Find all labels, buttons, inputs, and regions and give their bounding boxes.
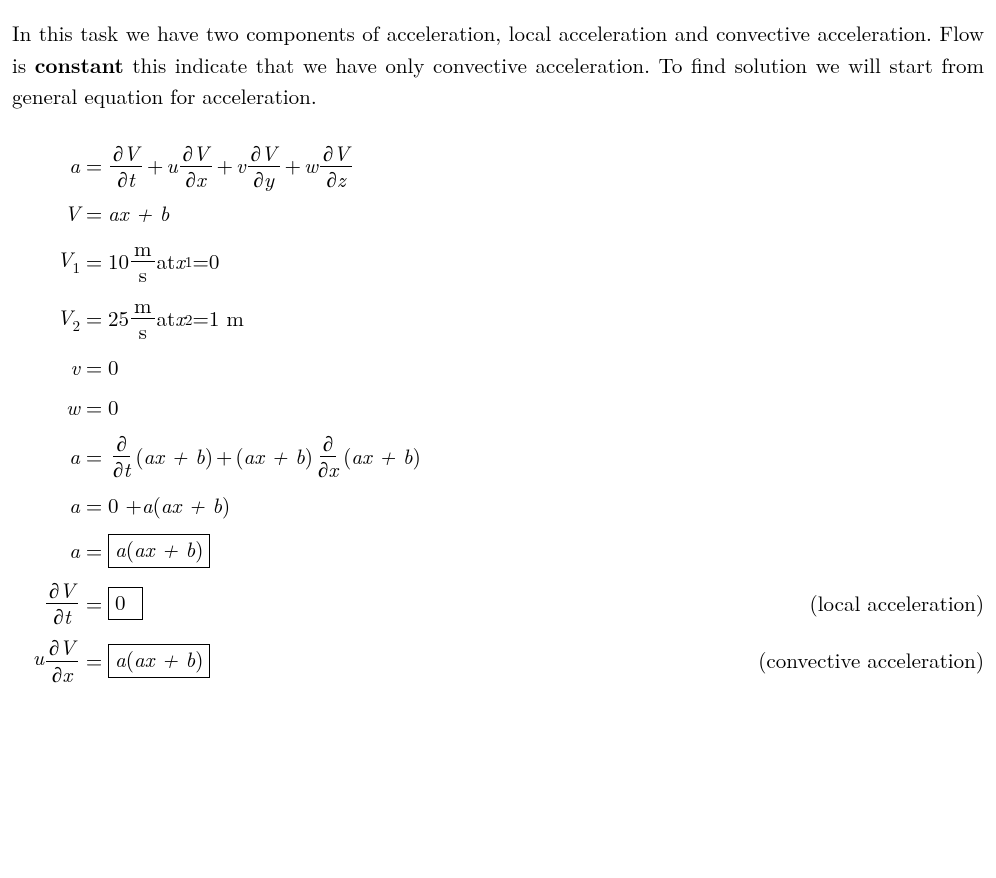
eq-row-4: V2 = 25 m s at x2=1 m <box>20 293 984 344</box>
eq3-equals: = <box>80 246 108 278</box>
equation-block: a = ∂V ∂t + u ∂V ∂x + v ∂V ∂y + w ∂V ∂z <box>20 141 984 687</box>
eq-row-1: a = ∂V ∂t + u ∂V ∂x + v ∂V ∂y + w ∂V ∂z <box>20 141 984 192</box>
eq7-rhs: ∂ ∂t (ax + b) + (ax + b) ∂ ∂x (ax + b) <box>108 431 984 482</box>
frac-ms-2: m s <box>131 293 155 344</box>
eq4-rhs: 25 m s at x2=1 m <box>108 293 984 344</box>
eq-row-5: v = 0 <box>20 351 984 385</box>
para-bold: constant <box>35 50 124 80</box>
eq3-rhs: 10 m s at x1=0 <box>108 236 984 287</box>
eq5-rhs: 0 <box>108 352 984 384</box>
eq8-equals: = <box>80 490 108 522</box>
eq4-equals: = <box>80 303 108 335</box>
eq4-lhs: V2 <box>20 302 80 337</box>
eq2-lhs: V <box>20 198 80 230</box>
eq11-lhs: u ∂V ∂x <box>20 635 80 686</box>
eq6-lhs: w <box>20 392 80 424</box>
eq11-tag: (convective acceleration) <box>758 645 984 677</box>
boxed-result-local: 0 <box>108 587 143 620</box>
eq7-equals: = <box>80 441 108 473</box>
eq10-rhs: 0 <box>108 587 810 620</box>
eq11-rhs: a(ax + b) <box>108 644 758 677</box>
eq1-rhs: ∂V ∂t + u ∂V ∂x + v ∂V ∂y + w ∂V ∂z <box>108 141 984 192</box>
frac-dVdx: ∂V ∂x <box>180 141 212 192</box>
eq11-equals: = <box>80 645 108 677</box>
eq10-lhs: ∂V ∂t <box>20 578 80 629</box>
eq7-lhs: a <box>20 441 80 473</box>
intro-paragraph: In this task we have two components of a… <box>12 18 984 113</box>
eq5-equals: = <box>80 352 108 384</box>
eq10-tag: (local acceleration) <box>810 588 984 620</box>
eq-row-6: w = 0 <box>20 391 984 425</box>
eq1-equals: = <box>80 150 108 182</box>
eq10-equals: = <box>80 588 108 620</box>
eq-row-11: u ∂V ∂x = a(ax + b) (convective accelera… <box>20 635 984 686</box>
eq1-lhs: a <box>20 150 80 182</box>
eq6-equals: = <box>80 392 108 424</box>
para-text-2: this indicate that we have only convecti… <box>12 50 984 112</box>
frac-ddx: ∂ ∂x <box>315 431 341 482</box>
eq8-lhs: a <box>20 490 80 522</box>
frac-dVdt: ∂V ∂t <box>110 141 142 192</box>
eq-row-10: ∂V ∂t = 0 (local acceleration) <box>20 578 984 629</box>
eq-row-7: a = ∂ ∂t (ax + b) + (ax + b) ∂ ∂x (ax + … <box>20 431 984 482</box>
eq8-rhs: 0 + a(ax + b) <box>108 490 984 522</box>
eq2-equals: = <box>80 198 108 230</box>
eq-row-2: V = ax + b <box>20 198 984 230</box>
frac-dVdy: ∂V ∂y <box>248 141 280 192</box>
eq3-lhs: V1 <box>20 244 80 279</box>
eq9-lhs: a <box>20 535 80 567</box>
eq9-equals: = <box>80 535 108 567</box>
frac-ddt: ∂ ∂t <box>110 431 133 482</box>
eq9-rhs: a(ax + b) <box>108 534 984 567</box>
eq2-rhs: ax + b <box>108 198 984 230</box>
boxed-result-1: a(ax + b) <box>108 534 210 567</box>
frac-dVdz: ∂V ∂z <box>320 141 352 192</box>
eq6-rhs: 0 <box>108 392 984 424</box>
eq5-lhs: v <box>20 352 80 384</box>
boxed-result-convective: a(ax + b) <box>108 644 210 677</box>
frac-ms-1: m s <box>131 236 155 287</box>
eq-row-8: a = 0 + a(ax + b) <box>20 488 984 524</box>
eq-row-3: V1 = 10 m s at x1=0 <box>20 236 984 287</box>
eq-row-9: a = a(ax + b) <box>20 530 984 572</box>
